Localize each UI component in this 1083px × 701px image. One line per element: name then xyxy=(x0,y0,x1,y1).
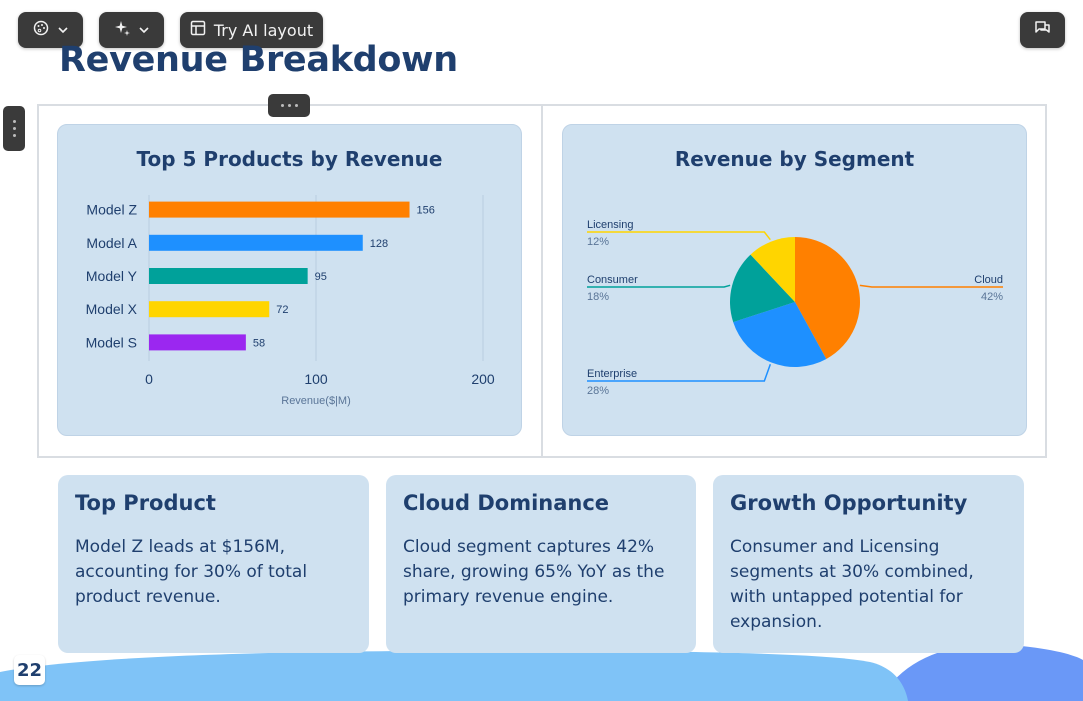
pie-leader-line xyxy=(587,364,772,382)
palette-icon xyxy=(33,20,49,40)
pie-leader-line xyxy=(859,284,1003,288)
pie-label: Cloud xyxy=(974,274,1003,286)
wave-dark xyxy=(880,644,1083,701)
chevron-down-icon xyxy=(57,21,69,40)
charts-frame-divider xyxy=(541,104,543,458)
pie-value-label: 42% xyxy=(981,291,1003,303)
pie-chart-title: Revenue by Segment xyxy=(674,147,915,171)
insight-title: Growth Opportunity xyxy=(730,491,968,515)
chat-icon xyxy=(1034,20,1051,40)
bar xyxy=(149,268,308,284)
try-ai-layout-label: Try AI layout xyxy=(213,20,314,40)
pie-slice xyxy=(730,254,795,323)
insight-card-growth-opportunity: Growth Opportunity Consumer and Licensin… xyxy=(713,475,1024,653)
y-category-label: Model Z xyxy=(86,202,137,218)
insight-text: Consumer and Licensing segments at 30% c… xyxy=(730,537,974,632)
pie-leader-line xyxy=(587,284,731,288)
pie-chart: Cloud 42% Enterprise 28% Consumer 18% Licensin… xyxy=(587,219,1003,397)
pie-value-label: 12% xyxy=(587,236,609,248)
chat-button[interactable] xyxy=(1020,12,1065,48)
pie-value-label: 18% xyxy=(587,291,609,303)
bar-value-label: 95 xyxy=(315,271,327,283)
bar xyxy=(149,301,270,318)
insight-card-top-product: Top Product Model Z leads at $156M, acco… xyxy=(58,475,369,653)
y-category-label: Model X xyxy=(86,301,138,317)
pie-slice xyxy=(795,237,860,359)
pie-label: Enterprise xyxy=(587,368,637,380)
chevron-down-icon xyxy=(138,21,150,40)
x-tick-label: 0 xyxy=(145,371,153,387)
wave-light xyxy=(0,650,908,701)
x-tick-label: 100 xyxy=(304,371,328,387)
side-drag-handle[interactable] xyxy=(3,106,25,151)
layout-icon xyxy=(190,20,206,40)
pie-label: Licensing xyxy=(587,219,633,231)
insight-text: Model Z leads at $156M, accounting for 3… xyxy=(75,537,308,607)
bar-value-label: 72 xyxy=(276,304,288,316)
insight-title: Top Product xyxy=(75,491,216,515)
insight-card-cloud-dominance: Cloud Dominance Cloud segment captures 4… xyxy=(386,475,696,653)
y-category-label: Model Y xyxy=(86,268,138,284)
y-category-label: Model A xyxy=(86,235,137,251)
pie-value-label: 28% xyxy=(587,385,609,397)
bar-value-label: 58 xyxy=(253,337,265,349)
x-tick-label: 200 xyxy=(471,371,495,387)
magic-button[interactable] xyxy=(99,12,164,48)
theme-button[interactable] xyxy=(18,12,83,48)
insight-text: Cloud segment captures 42% share, growin… xyxy=(403,537,665,607)
bar-chart-card: Top 5 Products by Revenue 0 100 200 Model Z… xyxy=(57,124,522,436)
bar-chart-title: Top 5 Products by Revenue xyxy=(136,147,443,171)
pie-chart-card: Revenue by Segment Cloud 42% Enterprise 28%… xyxy=(562,124,1027,436)
bar-chart: 0 100 200 Model Z 156 Model A 128 Model Y 95 Mode… xyxy=(86,195,495,407)
page-title: Revenue Breakdown xyxy=(59,40,458,80)
bar xyxy=(149,201,410,218)
y-category-label: Model S xyxy=(86,334,137,350)
page-number: 22 xyxy=(14,655,45,685)
pie-label: Consumer xyxy=(587,274,638,286)
bar-value-label: 156 xyxy=(417,205,435,217)
pie-leader-line xyxy=(587,231,771,241)
bar-value-label: 128 xyxy=(370,238,388,250)
bar xyxy=(149,334,246,351)
pie-slice xyxy=(750,237,795,302)
try-ai-layout-button[interactable]: Try AI layout xyxy=(180,12,323,48)
x-axis-label: Revenue($|M) xyxy=(281,395,351,407)
top-drag-handle[interactable] xyxy=(268,94,310,117)
sparkle-icon xyxy=(114,20,130,40)
pie-slice xyxy=(733,302,827,367)
insight-title: Cloud Dominance xyxy=(403,491,610,515)
bar xyxy=(149,234,363,251)
